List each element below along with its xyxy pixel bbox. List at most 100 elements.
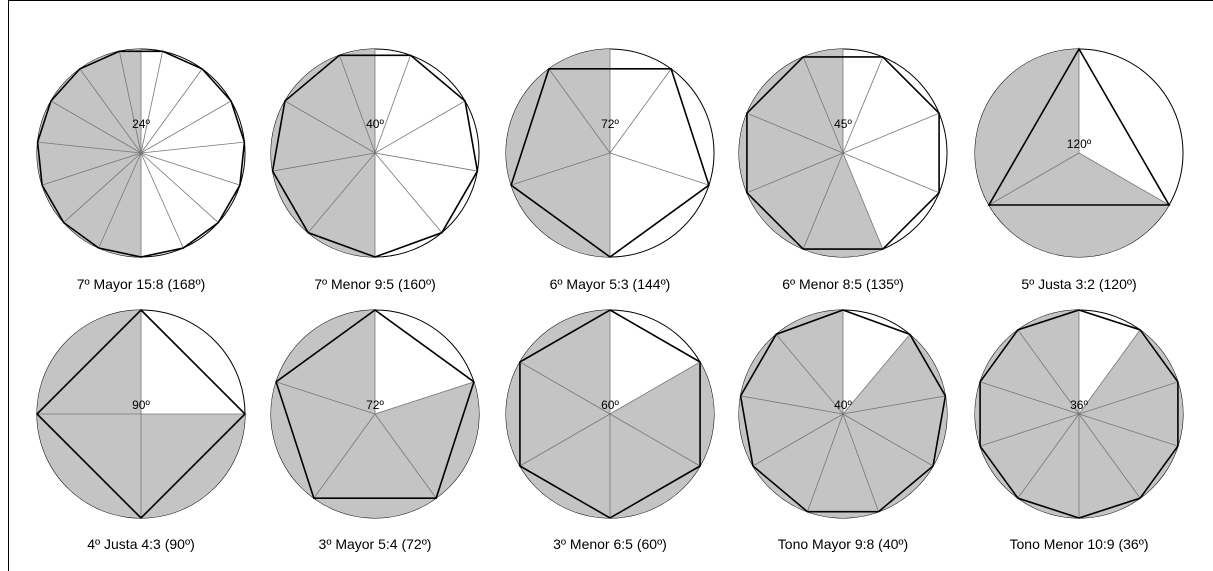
spoke bbox=[37, 141, 142, 154]
spoke bbox=[609, 413, 701, 467]
inscribed-polygon bbox=[979, 309, 1179, 519]
angle-label: 36º bbox=[1070, 398, 1088, 412]
figure-caption: 5º Justa 3:2 (120º) bbox=[1021, 276, 1136, 292]
figure-caption: Tono Mayor 9:8 (40º) bbox=[778, 536, 908, 552]
spoke bbox=[842, 395, 946, 415]
spoke bbox=[98, 152, 142, 249]
spoke bbox=[374, 100, 466, 154]
inscribed-polygon bbox=[746, 56, 940, 250]
spoke bbox=[307, 152, 376, 233]
figure-10: 36º Tono Menor 10:9 (36º) bbox=[974, 309, 1184, 552]
angle-label: 40º bbox=[366, 117, 384, 131]
spoke bbox=[519, 413, 611, 467]
inscribed-polygon bbox=[739, 309, 947, 513]
spoke bbox=[313, 413, 376, 499]
angle-label: 24º bbox=[132, 117, 150, 131]
spoke bbox=[1078, 329, 1141, 415]
spoke bbox=[272, 152, 376, 172]
inscribed-polygon bbox=[275, 309, 475, 499]
spoke bbox=[1078, 152, 1170, 206]
spoke bbox=[140, 152, 219, 223]
figure-6: 90º 4º Justa 4:3 (90º) bbox=[35, 308, 247, 552]
spoke bbox=[519, 361, 611, 415]
spoke bbox=[140, 51, 164, 154]
spoke bbox=[140, 152, 241, 186]
spoke bbox=[510, 152, 611, 186]
spoke bbox=[842, 413, 879, 512]
angle-label: 72º bbox=[601, 117, 619, 131]
spoke bbox=[374, 381, 475, 415]
shaded-sector bbox=[739, 49, 883, 257]
angle-label: 40º bbox=[834, 398, 852, 412]
spoke bbox=[374, 413, 437, 499]
spoke bbox=[842, 413, 934, 467]
spoke bbox=[284, 100, 376, 154]
spoke bbox=[802, 56, 844, 154]
spoke bbox=[979, 413, 1080, 447]
spoke bbox=[740, 395, 844, 415]
angle-label: 90º bbox=[132, 398, 150, 412]
figure-1: 24º 7º Mayor 15:8 (168º) bbox=[36, 48, 246, 292]
spoke bbox=[140, 100, 232, 154]
angle-label: 45º bbox=[834, 117, 852, 131]
figure-caption: Tono Menor 10:9 (36º) bbox=[1010, 536, 1149, 552]
figure-caption: 7º Menor 9:5 (160º) bbox=[314, 276, 436, 292]
angle-label: 120º bbox=[1067, 137, 1092, 151]
spoke bbox=[609, 152, 710, 186]
spoke bbox=[752, 413, 844, 467]
spoke bbox=[775, 334, 844, 415]
figure-caption: 3º Menor 6:5 (60º) bbox=[553, 536, 667, 552]
figure-5: 120º 5º Justa 3:2 (120º) bbox=[974, 47, 1184, 292]
spoke bbox=[1078, 413, 1179, 447]
spoke bbox=[41, 152, 142, 186]
spoke bbox=[374, 55, 411, 154]
spoke bbox=[339, 55, 376, 154]
figure-2: 40º 7º Menor 9:5 (160º) bbox=[270, 48, 480, 292]
figure-caption: 6º Mayor 5:3 (144º) bbox=[550, 276, 671, 292]
spoke bbox=[548, 68, 611, 154]
spoke bbox=[609, 68, 672, 154]
angle-label: 72º bbox=[366, 398, 384, 412]
inscribed-polygon bbox=[519, 309, 701, 519]
figure-7: 72º 3º Mayor 5:4 (72º) bbox=[270, 309, 480, 552]
spoke bbox=[63, 152, 142, 223]
spoke bbox=[1078, 381, 1179, 415]
figures-layer: 24º 7º Mayor 15:8 (168º) 40º 7º Menor 9:5 (… bbox=[35, 47, 1184, 552]
figure-3: 72º 6º Mayor 5:3 (144º) bbox=[505, 48, 715, 292]
spoke bbox=[140, 68, 203, 154]
spoke bbox=[1017, 329, 1080, 415]
spoke bbox=[979, 381, 1080, 415]
spoke bbox=[140, 152, 184, 249]
spoke bbox=[1078, 413, 1141, 499]
inscribed-polygon bbox=[510, 68, 710, 258]
spoke bbox=[50, 100, 142, 154]
spoke bbox=[374, 152, 478, 172]
inscribed-polygon bbox=[35, 308, 247, 520]
spoke bbox=[842, 334, 911, 415]
angle-label: 60º bbox=[601, 398, 619, 412]
spoke bbox=[842, 112, 940, 154]
spoke bbox=[79, 68, 142, 154]
spoke bbox=[746, 112, 844, 154]
figure-caption: 4º Justa 4:3 (90º) bbox=[87, 536, 195, 552]
shaded-sector bbox=[506, 49, 610, 257]
spoke bbox=[609, 361, 701, 415]
spoke bbox=[842, 56, 884, 154]
figure-8: 60º 3º Menor 6:5 (60º) bbox=[505, 309, 715, 552]
spoke bbox=[140, 141, 245, 154]
figure-9: 40º Tono Mayor 9:8 (40º) bbox=[738, 309, 948, 552]
shaded-sector bbox=[37, 49, 141, 257]
spoke bbox=[988, 152, 1080, 206]
spoke bbox=[1017, 413, 1080, 499]
figure-caption: 6º Menor 8:5 (135º) bbox=[782, 276, 904, 292]
spoke bbox=[842, 152, 884, 250]
figure-caption: 7º Mayor 15:8 (168º) bbox=[77, 276, 206, 292]
spoke bbox=[118, 51, 142, 154]
spoke bbox=[374, 152, 443, 233]
spoke bbox=[802, 152, 844, 250]
inscribed-polygon bbox=[36, 50, 246, 258]
inscribed-polygon bbox=[271, 54, 479, 258]
spoke bbox=[275, 381, 376, 415]
figure-4: 45º 6º Menor 8:5 (135º) bbox=[738, 48, 948, 292]
figure-caption: 3º Mayor 5:4 (72º) bbox=[319, 536, 432, 552]
